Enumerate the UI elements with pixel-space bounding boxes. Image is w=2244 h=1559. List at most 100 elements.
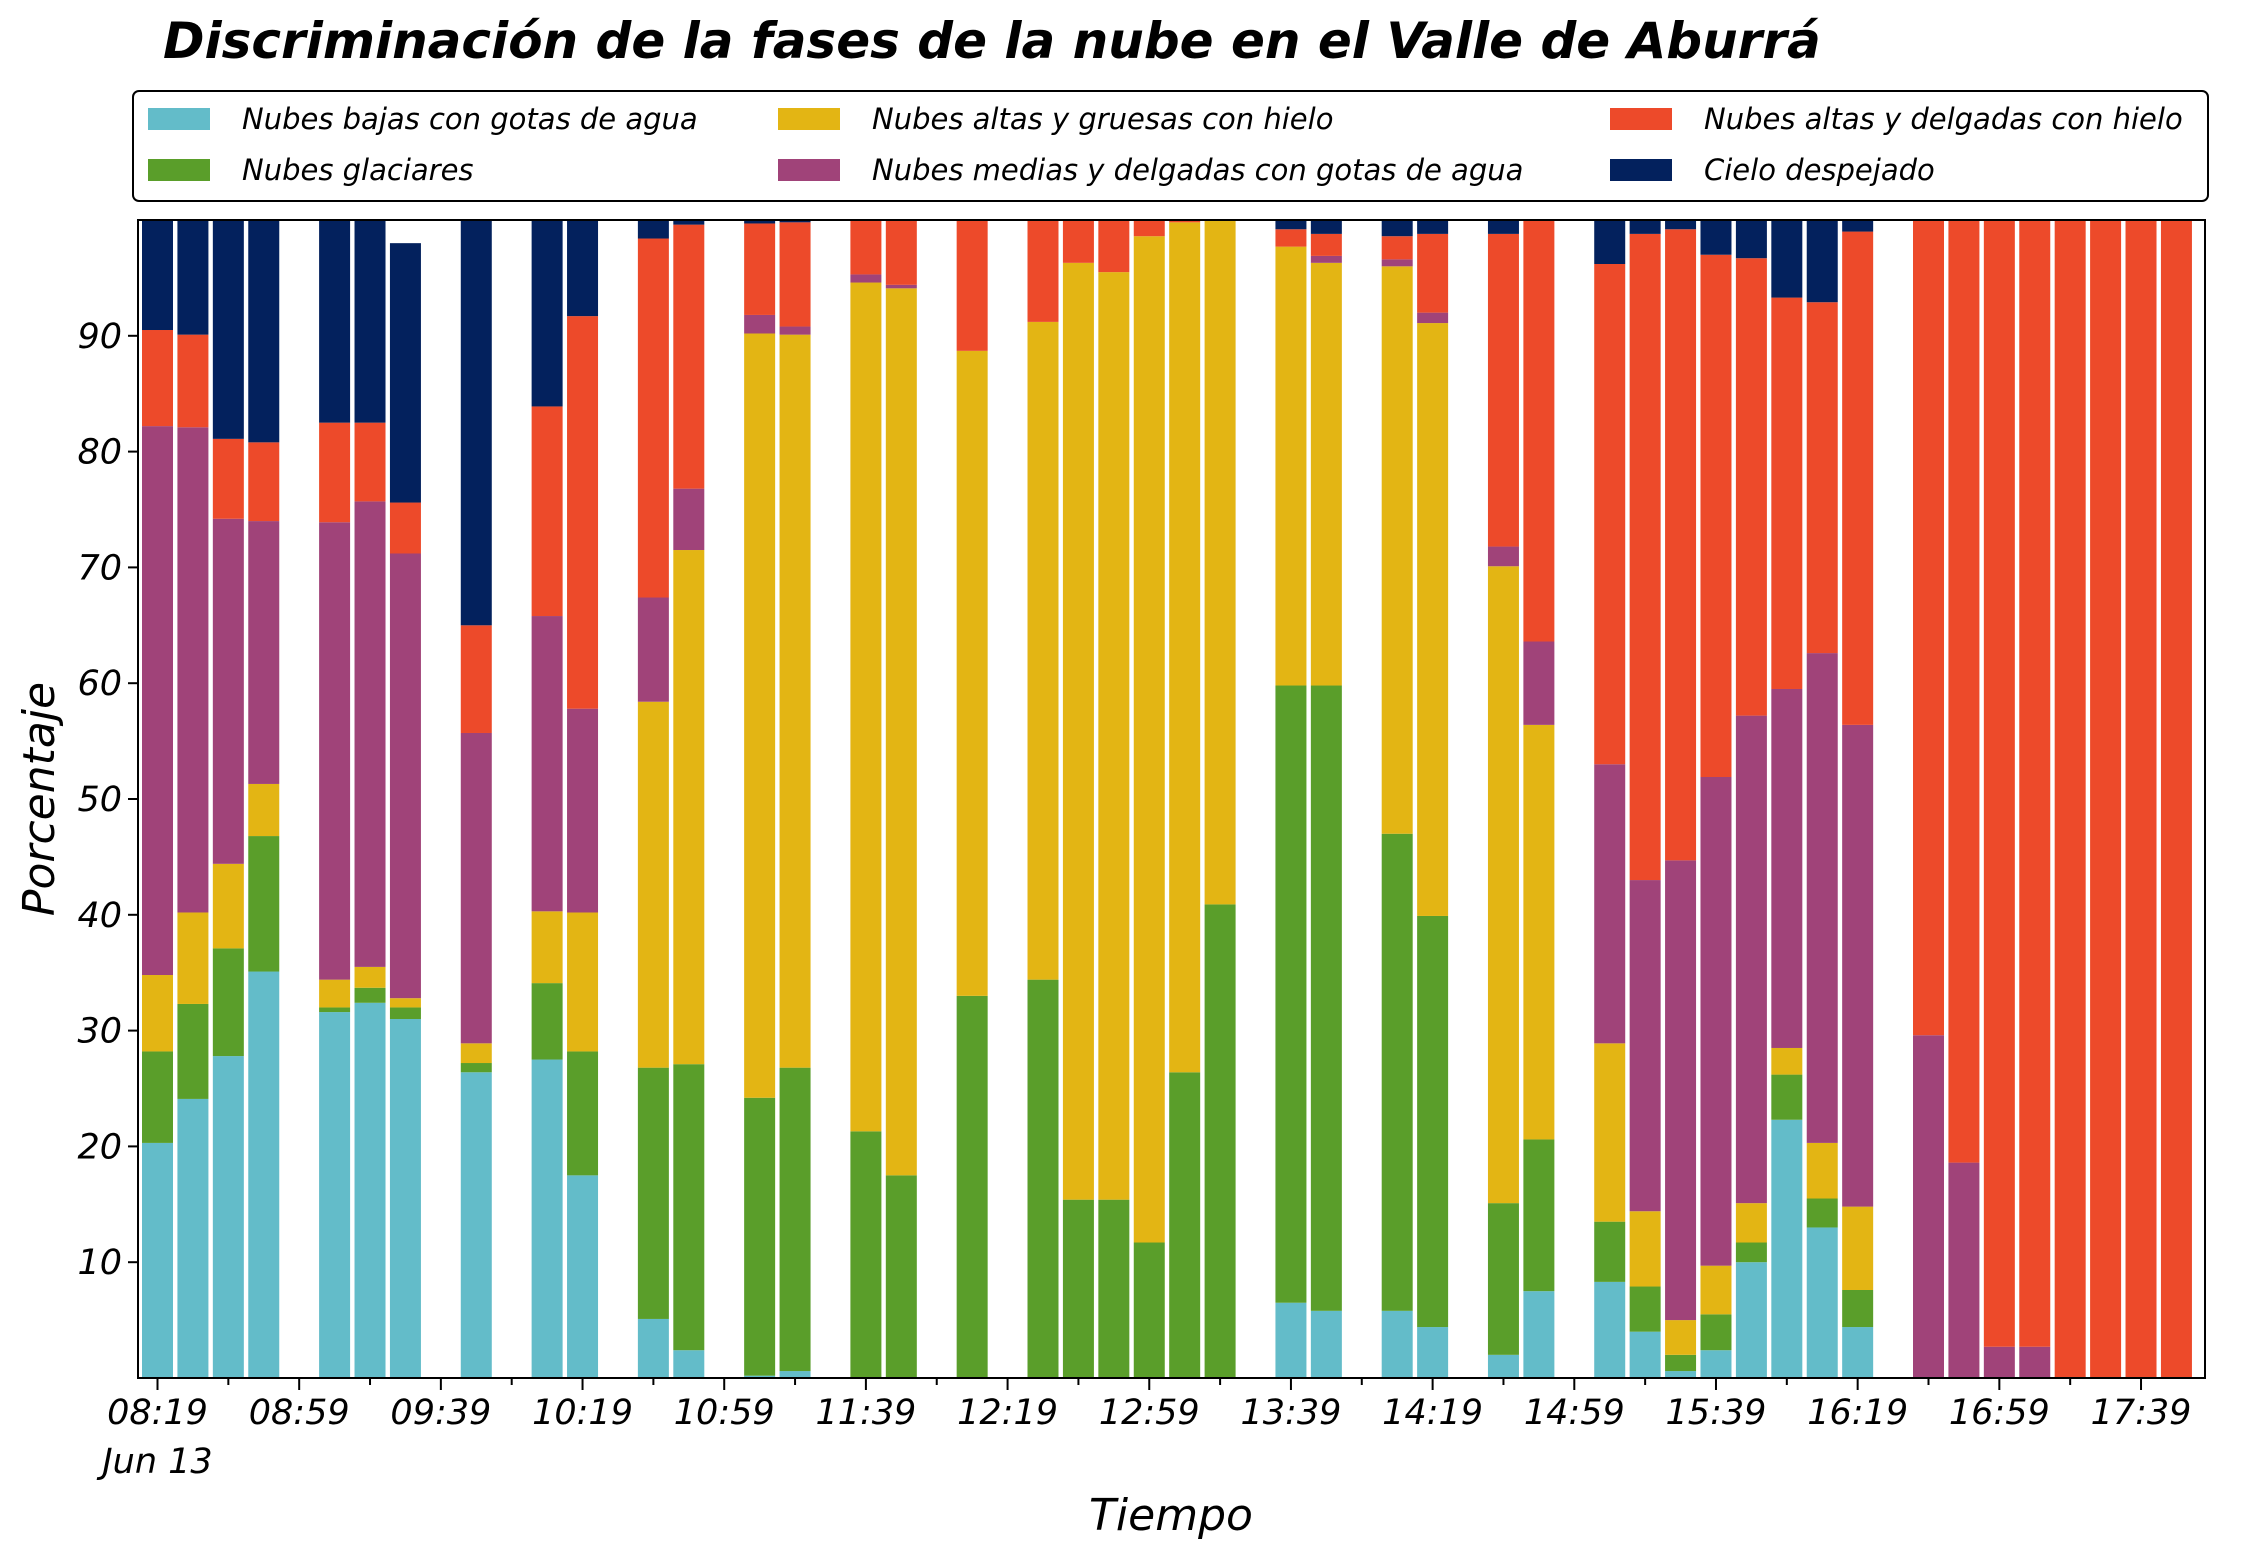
bar-segment-33-2 [1735,1203,1767,1243]
bar-segment-9-4 [567,316,599,709]
bar-segment-25-0 [1381,1310,1413,1378]
bar-segment-9-2 [567,912,599,1052]
bar-segment-2-2 [212,863,244,949]
bar-segment-8-2 [531,911,563,984]
x-tick-label-4: 10:59 [674,1393,775,1433]
bar-segment-10-4 [637,238,669,598]
bar-segment-8-3 [531,616,563,912]
bar-segment-29-1 [1594,1221,1626,1282]
y-tick-label-6: 70 [77,548,122,588]
bar-segment-8-0 [531,1059,563,1378]
y-tick-label-1: 20 [77,1127,122,1167]
x-tick-label-6: 12:19 [957,1393,1058,1433]
bar-segment-16-2 [956,350,988,996]
bar-segment-27-0 [1487,1354,1519,1378]
bar-segment-11-4 [673,224,705,489]
x-tick-label-0: 08:19 [107,1393,208,1433]
bar-segment-6-3 [389,553,421,999]
x-axis: 08:19 08:59 09:39 10:19 10:59 11:39 12:19 12:59… [96,1378,2191,1482]
chart-title: Discriminación de la fases de la nube en… [163,12,1821,70]
bar-segment-15-1 [885,1175,917,1378]
bar-segment-17-1 [1027,979,1059,1378]
bar-segment-35-2 [1806,1142,1838,1199]
legend-frame [132,90,2209,202]
bar-segment-33-0 [1735,1262,1767,1378]
bar-segment-19-1 [1098,1199,1130,1378]
bar-segment-2-3 [212,518,244,864]
x-tick-date-label: Jun 13 [96,1442,212,1482]
bar-segment-26-5 [1417,220,1449,234]
bar-segment-10-5 [637,220,669,239]
bar-segment-3-4 [248,442,280,522]
bar-segment-13-5 [779,220,811,223]
bar-segment-36-4 [1842,231,1874,725]
bar-segment-35-3 [1806,653,1838,1143]
bar-segment-39-3 [1983,1346,2015,1378]
bar-segment-32-0 [1700,1350,1732,1378]
legend-swatch-2 [778,108,840,130]
bar-segment-7-2 [460,1043,492,1064]
y-tick-label-4: 50 [77,780,122,820]
bar-segment-15-2 [885,288,917,1176]
bar-segment-44-4 [2160,220,2192,1378]
bar-segment-36-0 [1842,1327,1874,1378]
bar-segment-31-4 [1665,229,1697,861]
bar-segment-2-1 [212,948,244,1057]
bar-segment-13-4 [779,222,811,327]
bar-segment-34-3 [1771,688,1803,1048]
bar-segment-25-2 [1381,266,1413,834]
bar-segment-34-5 [1771,220,1803,298]
bar-segment-15-4 [885,220,917,285]
bar-segment-11-0 [673,1350,705,1378]
bar-segment-19-4 [1098,220,1130,273]
bar-segment-32-3 [1700,777,1732,1266]
bar-segment-29-5 [1594,220,1626,264]
bar-segment-25-3 [1381,259,1413,267]
bar-segment-13-3 [779,326,811,335]
bar-segment-5-2 [354,966,386,988]
bar-segment-36-1 [1842,1289,1874,1328]
bar-segment-17-4 [1027,220,1059,322]
x-tick-label-9: 14:19 [1382,1393,1483,1433]
bar-stacks [142,220,2192,1378]
bar-segment-28-1 [1523,1139,1555,1292]
bar-segment-26-0 [1417,1327,1449,1378]
bar-segment-34-0 [1771,1119,1803,1378]
bar-segment-19-2 [1098,272,1130,1200]
bar-segment-4-0 [319,1012,351,1378]
bar-segment-10-0 [637,1318,669,1378]
bar-segment-24-1 [1310,685,1342,1311]
y-tick-label-2: 30 [77,1012,122,1052]
bar-segment-24-2 [1310,262,1342,686]
bar-segment-21-4 [1169,220,1201,223]
bar-segment-22-1 [1204,904,1236,1378]
bar-segment-35-0 [1806,1227,1838,1378]
bar-segment-27-4 [1487,233,1519,547]
bar-segment-14-3 [850,274,882,283]
bar-segment-27-2 [1487,566,1519,1204]
x-tick-label-14: 17:39 [2091,1393,2192,1433]
bar-segment-34-1 [1771,1074,1803,1120]
bar-segment-18-2 [1062,262,1094,1200]
bar-segment-20-1 [1133,1242,1165,1378]
bar-segment-30-5 [1629,220,1661,234]
bar-segment-35-4 [1806,302,1838,654]
bar-segment-30-3 [1629,880,1661,1212]
bar-segment-12-0 [744,1375,776,1378]
bar-segment-26-4 [1417,233,1449,313]
legend-label-3: Nubes medias y delgadas con gotas de agu… [872,153,1523,187]
bar-segment-11-5 [673,220,705,225]
bar-segment-21-1 [1169,1072,1201,1378]
bar-segment-8-5 [531,220,563,407]
y-tick-label-5: 60 [77,664,122,704]
bar-segment-4-1 [319,1007,351,1013]
bar-segment-6-0 [389,1019,421,1378]
bar-segment-32-4 [1700,254,1732,778]
bar-segment-22-2 [1204,220,1236,905]
bar-segment-29-3 [1594,764,1626,1044]
x-tick-label-1: 08:59 [249,1393,350,1433]
legend-swatch-5 [1610,159,1672,181]
bar-segment-2-5 [212,220,244,439]
legend-label-2: Nubes altas y gruesas con hielo [872,102,1333,136]
